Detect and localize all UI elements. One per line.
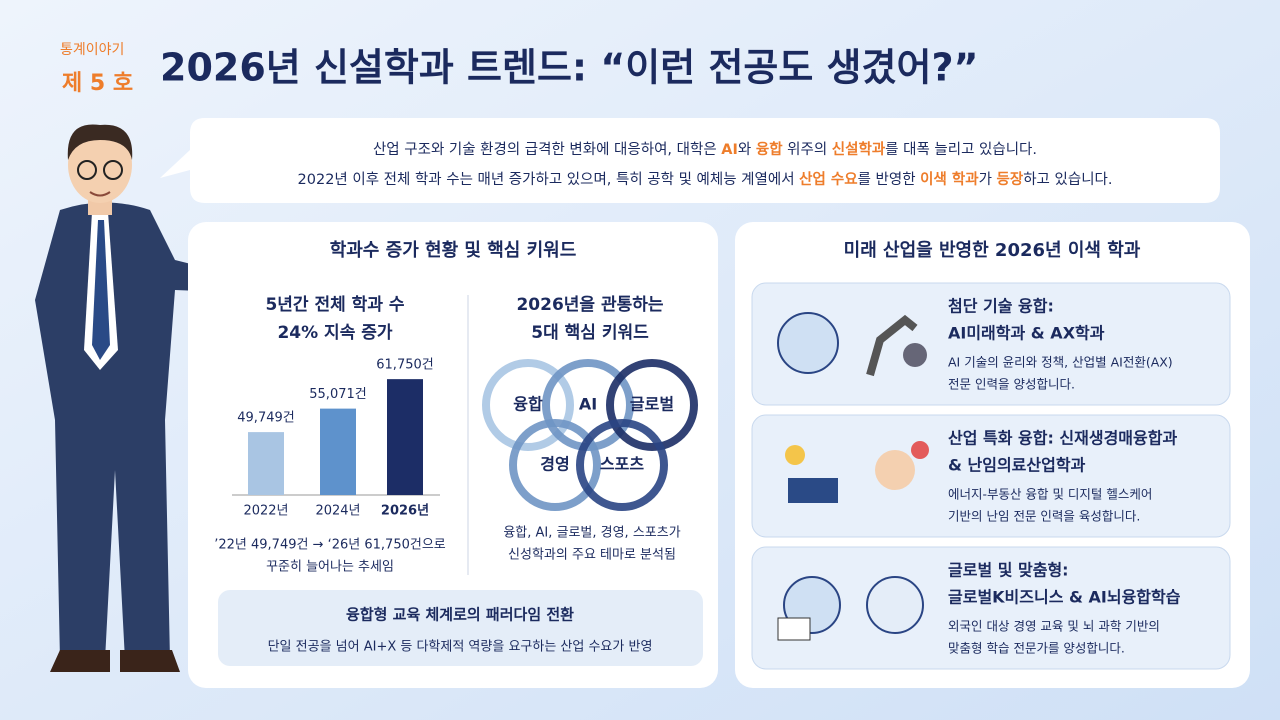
keyword-ring <box>606 359 698 451</box>
presenter-illustration <box>35 124 266 672</box>
chart-caption: ’22년 49,749건 → ‘26년 61,750건으로 <box>214 538 446 553</box>
card-text: 전문 인력을 양성합니다. <box>948 377 1075 392</box>
text-segment: 가 <box>979 171 997 188</box>
card-background <box>751 546 1231 670</box>
bar <box>387 379 423 495</box>
card-text: 에너지-부동산 융합 및 디지털 헬스케어 <box>948 487 1152 502</box>
chart-title: 24% 지속 증가 <box>277 323 392 343</box>
department-cards: 첨단 기술 융합: AI미래학과 & AX학과 AI 기술의 윤리와 정책, 산업별… <box>751 282 1231 670</box>
keyword-ring <box>576 419 668 511</box>
icon <box>875 450 915 490</box>
card-title: 글로벌 및 맞춤형: <box>948 561 1069 580</box>
bar <box>320 408 356 495</box>
icon <box>777 617 811 641</box>
icon <box>866 576 924 634</box>
x-tick-label: 2024년 <box>315 504 360 519</box>
keyword: 융합 <box>513 395 543 414</box>
intro-line: 2022년 이후 전체 학과 수는 매년 증가하고 있으며, 특히 공학 및 예… <box>298 170 1113 188</box>
x-tick-label: 2026년 <box>381 504 429 519</box>
left-panel <box>188 222 718 688</box>
panel-heading: 미래 산업을 반영한 2026년 이색 학과 <box>844 239 1141 261</box>
icon <box>788 478 838 503</box>
paradigm-box <box>218 590 703 666</box>
keywords-caption: 융합, AI, 글로벌, 경영, 스포츠가 <box>503 526 680 541</box>
text-segment: 를 반영한 <box>858 171 921 188</box>
chart-title: 5년간 전체 학과 수 <box>265 295 404 315</box>
keyword-ring <box>509 419 601 511</box>
icon <box>903 343 927 367</box>
text-segment: 와 <box>738 141 756 158</box>
keywords-title: 2026년을 관통하는 <box>516 295 663 315</box>
card-title: 산업 특화 융합: 신재생경매융합과 <box>948 429 1177 448</box>
icon <box>866 314 918 377</box>
speech-bubble <box>160 118 1220 203</box>
keyword: 스포츠 <box>600 455 644 474</box>
chart-caption: 꾸준히 늘어나는 추세임 <box>266 560 394 575</box>
keyword: 글로벌 <box>630 395 674 414</box>
text-segment: 산업 구조와 기술 환경의 급격한 변화에 대응하여, 대학은 <box>373 141 721 158</box>
value-label: 55,071건 <box>309 387 366 402</box>
highlight: 등장 <box>997 170 1024 188</box>
card-title: 첨단 기술 융합: <box>948 297 1054 316</box>
panel-heading: 학과수 증가 현황 및 핵심 키워드 <box>330 239 577 261</box>
card-text: AI 기술의 윤리와 정책, 산업별 AI전환(AX) <box>948 355 1173 370</box>
text-segment: 를 대폭 늘리고 있습니다. <box>885 141 1037 158</box>
value-label: 49,749건 <box>237 411 294 426</box>
value-label: 61,750건 <box>376 358 433 373</box>
text-segment: 2022년 이후 전체 학과 수는 매년 증가하고 있으며, 특히 공학 및 예… <box>298 171 800 188</box>
icon <box>911 441 929 459</box>
title: 2026년 신설학과 트렌드: “이런 전공도 생겼어?” <box>160 46 978 90</box>
highlight: 융합 <box>756 141 783 158</box>
card-title: AI미래학과 & AX학과 <box>948 324 1105 343</box>
department-card: 첨단 기술 융합: AI미래학과 & AX학과 AI 기술의 윤리와 정책, 산업별… <box>751 282 1231 406</box>
card-text: 기반의 난임 전문 인력을 육성합니다. <box>948 509 1140 524</box>
issue: 제 5 호 <box>62 71 133 96</box>
series-label: 통계이야기 <box>60 42 124 58</box>
text-segment: 위주의 <box>783 141 832 158</box>
highlight: AI <box>721 142 738 158</box>
icon <box>777 312 839 374</box>
text-segment: 하고 있습니다. <box>1023 171 1112 188</box>
highlight: 산업 수요 <box>799 171 857 188</box>
card-text: 맞춤형 학습 전문가를 양성합니다. <box>948 641 1125 656</box>
intro-line: 산업 구조와 기술 환경의 급격한 변화에 대응하여, 대학은 AI와 융합 위… <box>373 141 1037 158</box>
bar <box>248 432 284 495</box>
keywords-title: 5대 핵심 키워드 <box>531 323 649 343</box>
intro-text: 산업 구조와 기술 환경의 급격한 변화에 대응하여, 대학은 AI와 융합 위… <box>298 141 1113 188</box>
x-tick-label: 2022년 <box>243 504 288 519</box>
paradigm-text: 단일 전공을 넘어 AI+X 등 다학제적 역량을 요구하는 산업 수요가 반영 <box>268 640 653 655</box>
highlight: 이색 학과 <box>920 171 979 188</box>
keyword: AI <box>579 395 597 414</box>
paradigm-title: 융합형 교육 체계로의 패러다임 전환 <box>346 606 574 624</box>
keyword-ring <box>482 359 574 451</box>
card-text: 외국인 대상 경영 교육 및 뇌 과학 기반의 <box>948 619 1160 634</box>
card-title: 글로벌K비즈니스 & AI뇌융합학습 <box>948 588 1181 607</box>
card-title: & 난임의료산업학과 <box>948 456 1086 475</box>
card-background <box>751 414 1231 538</box>
icon <box>785 445 805 465</box>
keyword: 경영 <box>540 455 569 474</box>
bar-chart: 49,749건 2022년 55,071건 2024년 61,750건 2026년 <box>237 358 433 519</box>
keywords-caption: 신성학과의 주요 테마로 분석됨 <box>508 548 676 563</box>
highlight: 신설학과 <box>832 141 886 158</box>
